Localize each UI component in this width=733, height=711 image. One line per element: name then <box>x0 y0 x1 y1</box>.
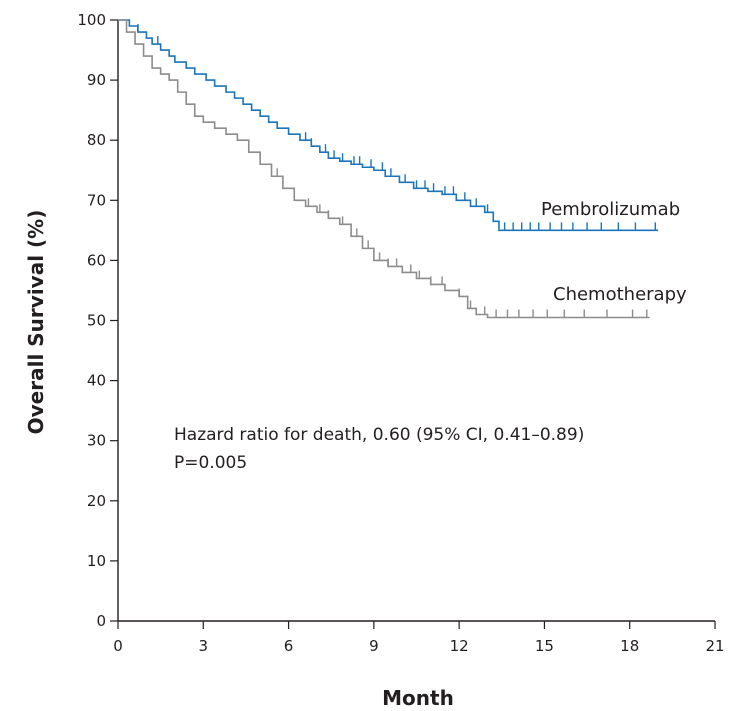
x-tick-label: 18 <box>620 637 639 655</box>
x-tick-label: 3 <box>199 637 209 655</box>
x-axis-title: Month <box>382 686 454 710</box>
series-label-chemotherapy: Chemotherapy <box>553 284 687 305</box>
x-tick-label: 15 <box>535 637 554 655</box>
y-tick-label: 10 <box>87 552 106 570</box>
x-tick-label: 6 <box>284 637 294 655</box>
y-tick-label: 60 <box>87 251 106 269</box>
series-line-1 <box>118 19 650 319</box>
x-tick-label: 0 <box>113 637 123 655</box>
series-label-pembrolizumab: Pembrolizumab <box>541 199 680 220</box>
axes: 0 10 20 30 40 50 60 70 80 90 100 0 3 6 9 12 15 18 21 <box>77 11 724 655</box>
y-tick-label: 0 <box>96 612 106 630</box>
y-tick-label: 40 <box>87 372 106 390</box>
y-tick-label: 90 <box>87 71 106 89</box>
x-tick-label: 9 <box>369 637 379 655</box>
y-axis-title: Overall Survival (%) <box>24 210 48 435</box>
series-line-0 <box>118 19 659 232</box>
y-tick-label: 20 <box>87 492 106 510</box>
y-tick-label: 30 <box>87 432 106 450</box>
y-tick-label: 100 <box>77 11 106 29</box>
y-tick-label: 70 <box>87 191 106 209</box>
hazard-ratio-annotation: Hazard ratio for death, 0.60 (95% CI, 0.… <box>174 425 584 445</box>
x-tick-label: 12 <box>450 637 469 655</box>
y-tick-label: 50 <box>87 312 106 330</box>
p-value-annotation: P=0.005 <box>174 453 247 473</box>
y-tick-label: 80 <box>87 131 106 149</box>
x-tick-label: 21 <box>705 637 724 655</box>
series-layer <box>118 19 659 319</box>
